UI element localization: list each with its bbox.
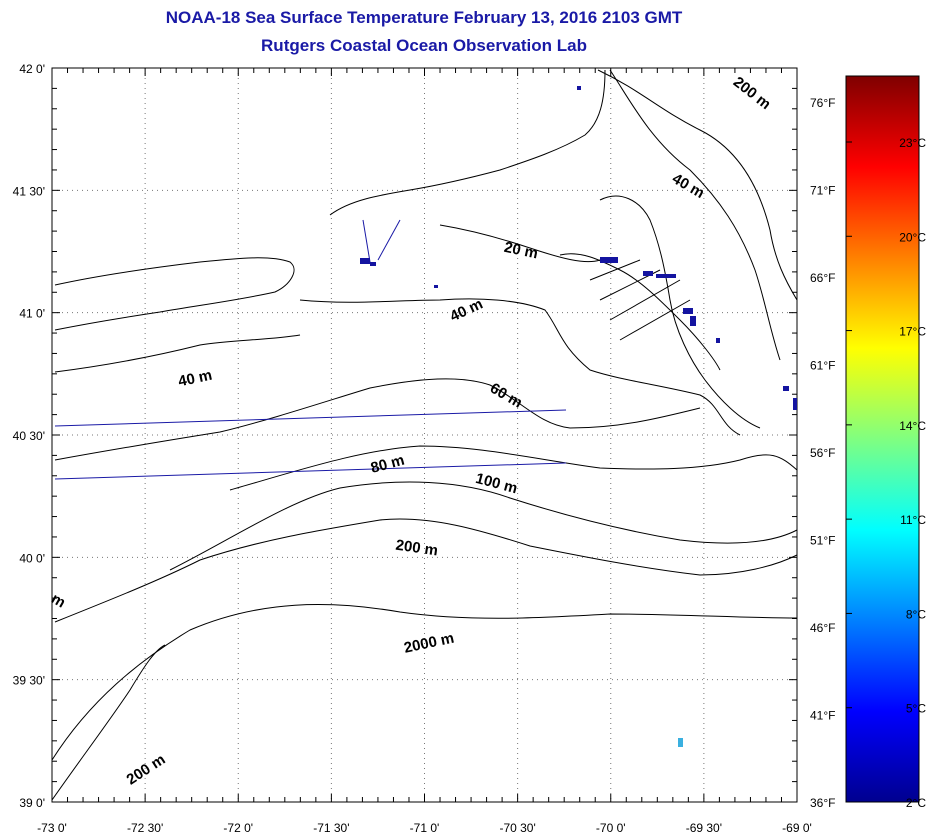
depth-label: 40 m bbox=[447, 295, 485, 325]
lon-label: -71 0' bbox=[410, 821, 440, 835]
lon-label: -73 0' bbox=[37, 821, 67, 835]
sst-pixel bbox=[783, 386, 789, 391]
depth-label: 200 m bbox=[124, 751, 169, 788]
lat-label: 41 30' bbox=[13, 184, 45, 198]
lon-label: -72 30' bbox=[127, 821, 163, 835]
celsius-label: 17°C bbox=[899, 325, 926, 339]
depth-label: 80 m bbox=[369, 452, 406, 477]
axis-ticks bbox=[51, 67, 798, 803]
shoal-fingers bbox=[589, 259, 691, 341]
celsius-label: 23°C bbox=[899, 136, 926, 150]
sst-pixels bbox=[360, 86, 797, 747]
celsius-label: 14°C bbox=[899, 419, 926, 433]
colorbar bbox=[845, 75, 920, 803]
contour-100m bbox=[169, 481, 798, 571]
lat-label: 39 30' bbox=[13, 674, 45, 688]
depth-label: 2000 m bbox=[402, 630, 455, 657]
lat-label: 40 30' bbox=[13, 429, 45, 443]
coastline-ri-ma bbox=[329, 69, 606, 216]
sst-pixel bbox=[656, 274, 676, 278]
coastline-islands bbox=[559, 253, 721, 371]
sst-pixel bbox=[683, 308, 693, 314]
depth-label: 200 m bbox=[395, 537, 439, 560]
contour-200m-north bbox=[597, 69, 798, 301]
fahrenheit-label: 56°F bbox=[810, 446, 835, 460]
fahrenheit-label: 51°F bbox=[810, 534, 835, 548]
lat-label: 42 0' bbox=[19, 62, 45, 76]
sst-pixel bbox=[793, 398, 797, 410]
fahrenheit-label: 66°F bbox=[810, 271, 835, 285]
sst-pixel bbox=[434, 285, 438, 288]
track-line-4 bbox=[377, 219, 401, 261]
lon-label: -70 30' bbox=[499, 821, 535, 835]
depth-labels: 200 m 40 m 20 m 40 m 40 m 60 m 80 m 100 … bbox=[48, 74, 774, 789]
map-title: NOAA-18 Sea Surface Temperature February… bbox=[165, 8, 683, 27]
coastline-cape-cod bbox=[599, 195, 761, 429]
celsius-label: 11°C bbox=[900, 513, 926, 527]
celsius-label: 20°C bbox=[899, 230, 926, 244]
sst-pixel bbox=[678, 738, 683, 747]
fahrenheit-label: 76°F bbox=[810, 96, 835, 110]
sst-pixel bbox=[577, 86, 581, 90]
latitude-labels: 42 0' 41 30' 41 0' 40 30' 40 0' 39 30' 39 0' bbox=[13, 62, 45, 810]
sst-pixel bbox=[690, 316, 696, 326]
depth-label: 200 m bbox=[730, 74, 774, 114]
contour-2000m bbox=[51, 604, 798, 761]
track-line-3 bbox=[362, 219, 371, 263]
sst-pixel bbox=[360, 258, 370, 264]
coastline-long-island bbox=[54, 257, 295, 331]
depth-label: 60 m bbox=[487, 380, 525, 412]
fahrenheit-label: 71°F bbox=[810, 184, 835, 198]
fahrenheit-label: 46°F bbox=[810, 621, 835, 635]
contour-200m-south bbox=[51, 644, 166, 801]
lon-label: -70 0' bbox=[596, 821, 626, 835]
sst-pixel bbox=[716, 338, 720, 343]
fahrenheit-labels: 76°F 71°F 66°F 61°F 56°F 51°F 46°F 41°F 36°F bbox=[810, 96, 835, 810]
lon-label: -69 0' bbox=[782, 821, 812, 835]
fahrenheit-label: 36°F bbox=[810, 796, 835, 810]
contour-40m-north bbox=[609, 69, 781, 361]
sst-pixel bbox=[643, 271, 653, 276]
lon-label: -69 30' bbox=[686, 821, 722, 835]
lat-label: 40 0' bbox=[19, 551, 45, 565]
map-subtitle: Rutgers Coastal Ocean Observation Lab bbox=[261, 36, 587, 55]
depth-label: m bbox=[48, 590, 68, 611]
bathymetry-contours bbox=[51, 69, 798, 801]
depth-label: 40 m bbox=[177, 367, 214, 391]
depth-label: 40 m bbox=[669, 170, 707, 202]
fahrenheit-label: 41°F bbox=[810, 709, 835, 723]
swath-track-lines bbox=[54, 219, 567, 480]
celsius-label: 5°C bbox=[906, 702, 926, 716]
contour-200m-mid bbox=[54, 518, 798, 623]
celsius-label: 2°C bbox=[906, 796, 926, 810]
contour-40m-west bbox=[54, 334, 301, 373]
depth-label: 20 m bbox=[503, 239, 540, 263]
colorbar-labels: 23°C 20°C 17°C 14°C 11°C 8°C 5°C 2°C bbox=[846, 136, 926, 810]
sst-pixel bbox=[370, 262, 376, 266]
contour-20m bbox=[439, 224, 601, 263]
contour-60m bbox=[54, 378, 701, 461]
lon-label: -72 0' bbox=[223, 821, 253, 835]
celsius-label: 8°C bbox=[906, 607, 926, 621]
track-line-1 bbox=[54, 409, 567, 427]
track-line-2 bbox=[54, 462, 567, 480]
lon-label: -71 30' bbox=[313, 821, 349, 835]
lat-label: 41 0' bbox=[19, 307, 45, 321]
longitude-labels: -73 0' -72 30' -72 0' -71 30' -71 0' -70 30' -… bbox=[37, 821, 812, 835]
sst-pixel bbox=[600, 257, 618, 263]
contour-40m-mid bbox=[299, 298, 741, 436]
contour-80m bbox=[229, 445, 798, 491]
lat-label: 39 0' bbox=[19, 796, 45, 810]
fahrenheit-label: 61°F bbox=[810, 359, 835, 373]
